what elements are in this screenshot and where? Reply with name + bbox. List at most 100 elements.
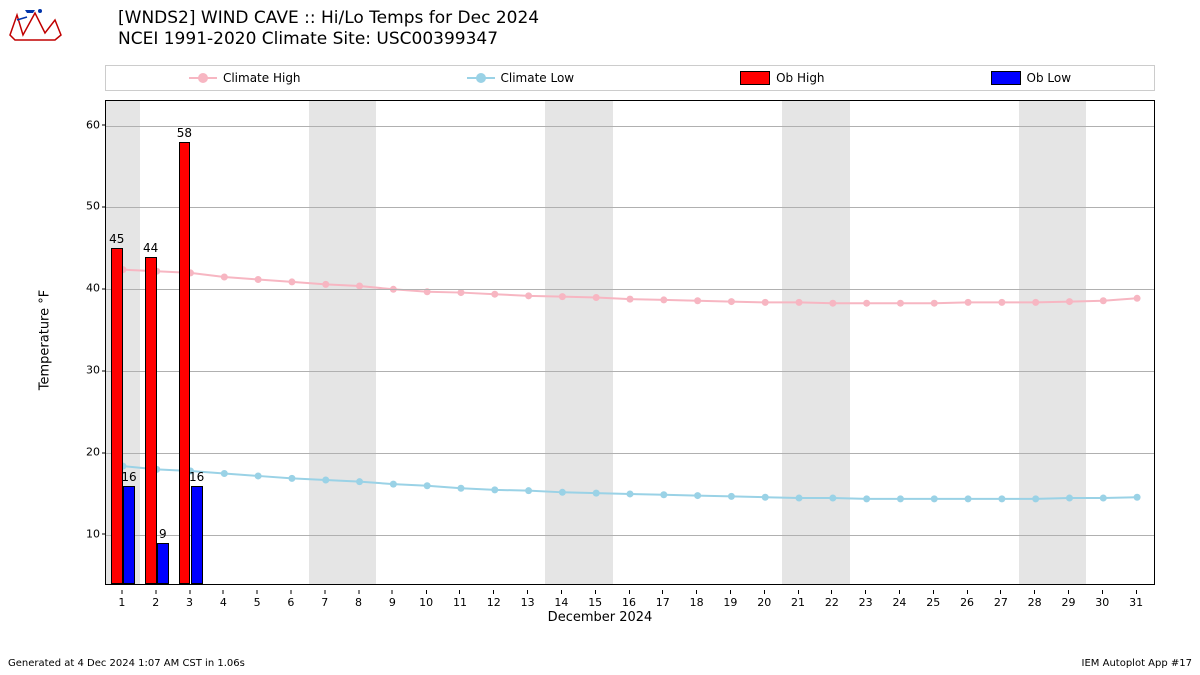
- x-tick: 3: [186, 590, 193, 609]
- x-tick: 12: [487, 590, 501, 609]
- climate-low-marker: [660, 491, 667, 498]
- ob-high-bar: [111, 248, 123, 584]
- climate-low-marker: [998, 495, 1005, 502]
- gridline: [106, 371, 1154, 372]
- x-tick: 10: [419, 590, 433, 609]
- x-tick: 2: [152, 590, 159, 609]
- x-tick: 22: [825, 590, 839, 609]
- legend-climate-low: Climate Low: [467, 71, 575, 85]
- legend-label: Ob Low: [1027, 71, 1072, 85]
- climate-high-marker: [1066, 298, 1073, 305]
- climate-high-marker: [559, 293, 566, 300]
- climate-high-marker: [288, 278, 295, 285]
- climate-low-marker: [424, 482, 431, 489]
- climate-low-marker: [390, 481, 397, 488]
- climate-low-marker: [525, 487, 532, 494]
- climate-low-marker: [796, 495, 803, 502]
- climate-high-marker: [863, 300, 870, 307]
- legend-label: Climate Low: [501, 71, 575, 85]
- title-line-1: [WNDS2] WIND CAVE :: Hi/Lo Temps for Dec…: [118, 8, 539, 29]
- climate-high-marker: [1134, 295, 1141, 302]
- gridline: [106, 453, 1154, 454]
- x-tick: 4: [220, 590, 227, 609]
- climate-high-marker: [255, 276, 262, 283]
- bar-value-label: 44: [143, 241, 158, 255]
- climate-high-marker: [221, 274, 228, 281]
- ob-high-bar: [179, 142, 191, 584]
- climate-low-marker: [322, 477, 329, 484]
- climate-low-marker: [1100, 495, 1107, 502]
- climate-high-marker: [931, 300, 938, 307]
- x-tick: 23: [859, 590, 873, 609]
- bar-value-label: 9: [159, 527, 167, 541]
- y-tick: 50: [60, 200, 100, 213]
- legend-ob-high: Ob High: [740, 71, 824, 85]
- x-tick: 21: [791, 590, 805, 609]
- bar-value-label: 45: [109, 232, 124, 246]
- legend-label: Ob High: [776, 71, 824, 85]
- climate-high-marker: [593, 294, 600, 301]
- y-tick: 40: [60, 282, 100, 295]
- x-tick: 27: [994, 590, 1008, 609]
- x-tick: 6: [287, 590, 294, 609]
- climate-low-marker: [288, 475, 295, 482]
- climate-low-marker: [1066, 495, 1073, 502]
- gridline: [106, 289, 1154, 290]
- gridline: [106, 535, 1154, 536]
- climate-high-marker: [694, 297, 701, 304]
- gridline: [106, 126, 1154, 127]
- x-tick: 26: [960, 590, 974, 609]
- x-tick: 13: [521, 590, 535, 609]
- line-series-layer: [106, 101, 1154, 584]
- climate-low-marker: [221, 470, 228, 477]
- climate-low-marker: [897, 495, 904, 502]
- x-tick: 1: [118, 590, 125, 609]
- x-tick: 29: [1061, 590, 1075, 609]
- ob-low-bar: [123, 486, 135, 584]
- climate-high-marker: [897, 300, 904, 307]
- x-tick: 15: [588, 590, 602, 609]
- x-tick: 9: [389, 590, 396, 609]
- ob-high-bar: [145, 257, 157, 584]
- legend-climate-high: Climate High: [189, 71, 301, 85]
- x-tick: 30: [1095, 590, 1109, 609]
- x-tick: 11: [453, 590, 467, 609]
- bar-value-label: 58: [177, 126, 192, 140]
- climate-low-marker: [728, 493, 735, 500]
- x-tick: 28: [1028, 590, 1042, 609]
- bar-value-label: 16: [189, 470, 204, 484]
- climate-low-marker: [1032, 495, 1039, 502]
- climate-low-marker: [694, 492, 701, 499]
- climate-high-marker: [998, 299, 1005, 306]
- chart-title: [WNDS2] WIND CAVE :: Hi/Lo Temps for Dec…: [118, 8, 539, 51]
- climate-low-marker: [627, 490, 634, 497]
- title-line-2: NCEI 1991-2020 Climate Site: USC00399347: [118, 29, 539, 50]
- climate-low-marker: [593, 490, 600, 497]
- climate-high-marker: [728, 298, 735, 305]
- climate-low-marker: [491, 486, 498, 493]
- x-tick: 14: [554, 590, 568, 609]
- gridline: [106, 207, 1154, 208]
- bar-value-label: 16: [121, 470, 136, 484]
- climate-high-marker: [965, 299, 972, 306]
- footer-generated: Generated at 4 Dec 2024 1:07 AM CST in 1…: [8, 658, 245, 669]
- climate-high-marker: [796, 299, 803, 306]
- x-tick: 31: [1129, 590, 1143, 609]
- x-tick: 19: [723, 590, 737, 609]
- climate-low-marker: [863, 495, 870, 502]
- climate-low-marker: [965, 495, 972, 502]
- x-tick: 5: [254, 590, 261, 609]
- y-tick: 10: [60, 527, 100, 540]
- y-tick: 30: [60, 364, 100, 377]
- x-tick: 17: [656, 590, 670, 609]
- climate-high-marker: [1100, 297, 1107, 304]
- x-tick: 7: [321, 590, 328, 609]
- climate-low-marker: [931, 495, 938, 502]
- y-tick: 20: [60, 446, 100, 459]
- iem-logo: [5, 5, 65, 45]
- x-tick: 24: [892, 590, 906, 609]
- climate-low-marker: [356, 478, 363, 485]
- climate-low-marker: [559, 489, 566, 496]
- legend-ob-low: Ob Low: [991, 71, 1072, 85]
- x-tick: 16: [622, 590, 636, 609]
